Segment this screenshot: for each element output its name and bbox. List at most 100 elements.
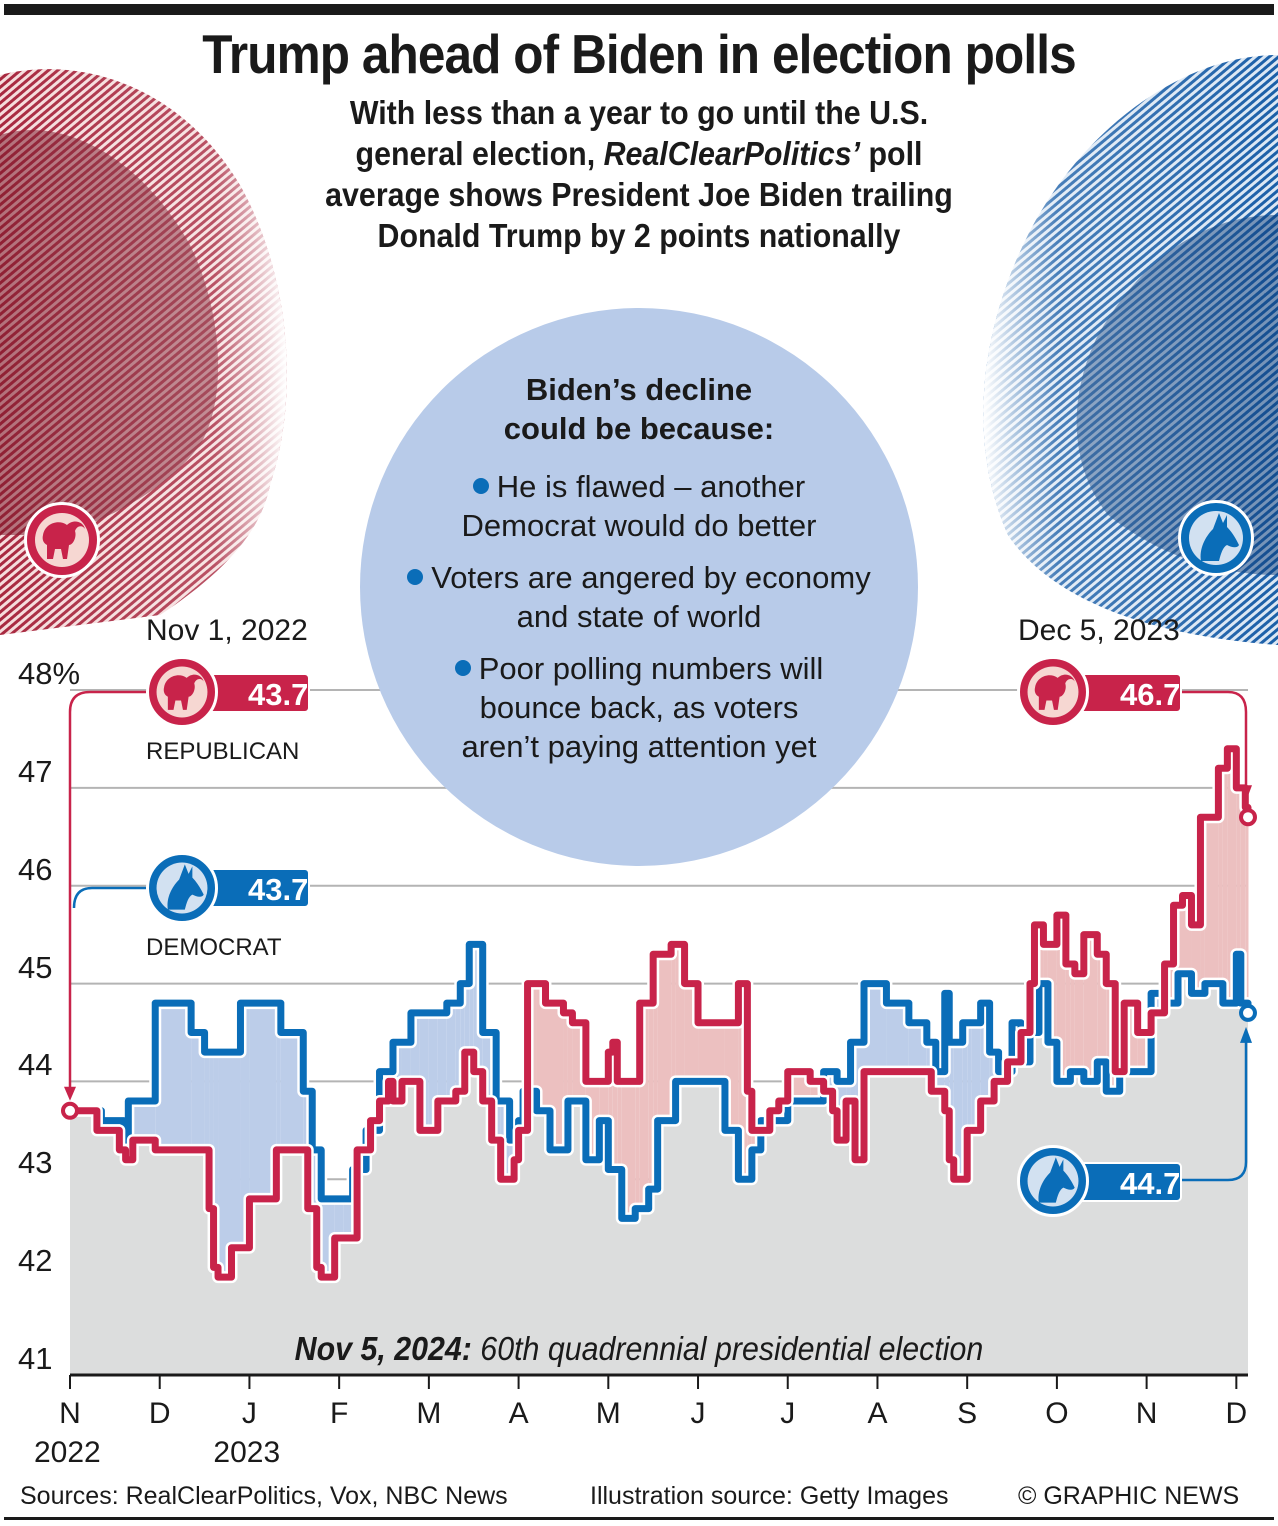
republican-lead-fill — [653, 954, 658, 1190]
bullet-icon — [407, 569, 424, 585]
x-tick-label: N — [59, 1397, 81, 1430]
x-tick-label: J — [690, 1397, 706, 1430]
bullet-icon — [454, 660, 471, 676]
start-republican-connector — [68, 690, 146, 1089]
democrat-lead-fill — [926, 1042, 932, 1072]
year-label: 2022 — [34, 1436, 101, 1469]
end-democrat-logo — [1017, 1145, 1089, 1217]
democrat-lead-fill — [191, 1032, 205, 1150]
reasons-list: He is flawed – another Democrat would do… — [380, 467, 898, 779]
republican-lead-fill — [599, 1081, 609, 1121]
start-date-label: Nov 1, 2022 — [146, 614, 308, 647]
republican-lead-fill — [639, 1003, 649, 1209]
republican-lead-fill — [648, 1003, 654, 1190]
year-label: 2023 — [213, 1436, 281, 1469]
democrat-lead-fill — [437, 1012, 447, 1101]
reasons-heading-line2: could be because: — [503, 411, 775, 446]
subtitle-part-1: With less than a year to go until the U.… — [349, 94, 929, 172]
democrat-lead-fill — [303, 1091, 308, 1150]
x-tick-label: J — [780, 1397, 796, 1430]
democrat-lead-fill — [460, 983, 465, 1092]
democrat-lead-fill — [446, 1003, 456, 1101]
page-title: Trump ahead of Biden in election polls — [202, 23, 1076, 85]
arrow-icon — [1240, 1026, 1252, 1043]
republican-lead-fill — [671, 944, 676, 1121]
democrat-lead-fill — [962, 1022, 968, 1180]
bullet-icon — [472, 478, 489, 494]
republican-lead-fill — [612, 1042, 618, 1170]
start-republican-logo — [146, 656, 218, 728]
republican-lead-fill — [1245, 807, 1248, 1004]
donkey-icon — [1027, 1155, 1079, 1207]
democrat-lead-fill — [401, 1042, 411, 1082]
y-tick-label: 45 — [18, 949, 53, 985]
republican-lead-fill — [657, 954, 672, 1121]
democrat-lead-fill — [455, 1003, 461, 1092]
x-tick-label: D — [1225, 1397, 1248, 1430]
republican-lead-fill — [635, 1081, 640, 1209]
x-tick-label: S — [957, 1397, 978, 1430]
republican-lead-fill — [1191, 924, 1201, 994]
republican-lead-fill — [1070, 964, 1075, 1072]
republican-lead-fill — [536, 983, 546, 1111]
biden-portrait-illustration — [983, 55, 1278, 645]
republican-lead-fill — [1248, 817, 1249, 1013]
republican-lead-fill — [567, 1012, 573, 1101]
x-tick-label: M — [416, 1397, 442, 1430]
democrat-lead-fill — [209, 1052, 214, 1209]
arrow-icon — [64, 1086, 76, 1101]
democrat-lead-fill — [218, 1052, 232, 1278]
copyright: © GRAPHIC NEWS — [1018, 1482, 1240, 1510]
democrat-label: DEMOCRAT — [146, 934, 282, 961]
bottom-rule — [4, 1517, 1274, 1520]
trump-portrait-illustration — [0, 69, 287, 635]
democrat-lead-fill — [967, 1022, 972, 1131]
republican-lead-fill — [1182, 895, 1192, 974]
end-democrat-connector — [1182, 1040, 1248, 1182]
republican-lead-fill — [698, 1022, 712, 1082]
democrat-lead-fill — [464, 983, 470, 1053]
republican-lead-fill — [1227, 748, 1237, 1004]
x-tick-label: F — [329, 1397, 349, 1430]
arrow-icon — [1240, 785, 1252, 802]
reasons-circle — [360, 308, 918, 866]
end-republican-value-badge: 46.7 — [1062, 673, 1182, 713]
republican-lead-fill — [1204, 817, 1219, 984]
republican-lead-fill — [1240, 787, 1246, 1004]
republican-lead-fill — [1038, 924, 1044, 984]
subtitle-source-name: RealClearPolitics’ — [603, 135, 861, 172]
election-note: Nov 5, 2024: 60th quadrennial presidenti… — [51, 1330, 1227, 1368]
democrat-lead-fill — [953, 1042, 963, 1180]
start-democrat-connector — [72, 886, 146, 909]
democrat-lead-fill — [312, 1149, 317, 1209]
democrat-lead-fill — [846, 1081, 851, 1101]
reasons-heading-line1: Biden’s decline — [525, 372, 753, 407]
reason-item: Voters are angered by economy and state … — [380, 558, 898, 636]
democrat-lead-fill — [971, 1022, 981, 1131]
republican-lead-fill — [545, 1003, 550, 1111]
democrat-lead-fill — [935, 1071, 945, 1092]
democrat-lead-fill — [469, 944, 474, 1053]
y-tick-label: 48% — [18, 656, 81, 691]
y-tick-label: 42 — [18, 1243, 53, 1279]
democrat-lead-fill — [204, 1052, 210, 1150]
donkey-icon — [1189, 511, 1243, 565]
elephant-icon — [35, 513, 89, 567]
reason-item: He is flawed – another Democrat would do… — [380, 467, 898, 545]
election-note-text: 60th quadrennial presidential election — [471, 1330, 984, 1367]
republican-lead-fill — [711, 1022, 725, 1082]
republican-lead-fill — [1178, 905, 1183, 974]
start-point-marker — [61, 1101, 79, 1120]
x-tick-label: A — [508, 1397, 529, 1430]
republican-lead-fill — [1097, 954, 1107, 1062]
republican-lead-fill — [1218, 768, 1223, 984]
democrat-lead-fill — [343, 1198, 353, 1238]
series-lines — [61, 742, 1257, 1284]
republican-lead-fill — [563, 1012, 568, 1150]
democrat-lead-fill — [428, 1012, 438, 1131]
democrat-lead-fill — [419, 1012, 429, 1131]
democrat-party-logo — [1178, 500, 1254, 576]
start-democrat-logo — [146, 852, 218, 924]
democrat-lead-fill — [231, 1052, 241, 1248]
